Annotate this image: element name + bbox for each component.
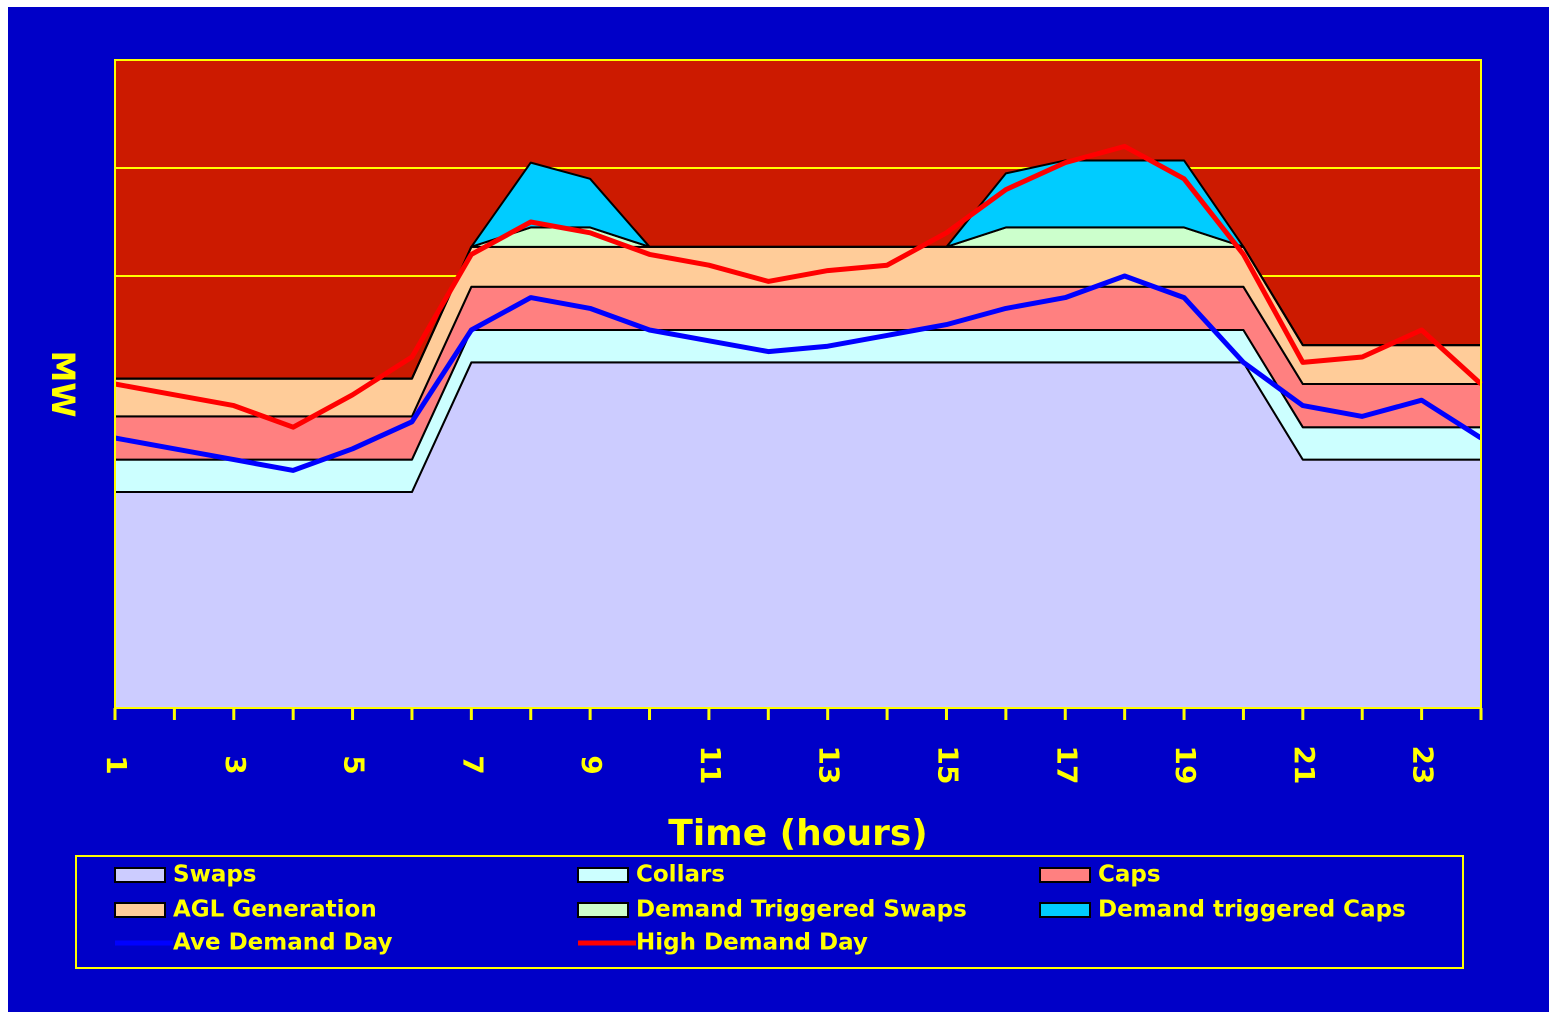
legend-swatch-collars [577, 867, 629, 883]
line-ave-demand-day [114, 273, 1483, 473]
legend-label-agl-generation: AGL Generation [173, 897, 377, 923]
x-tick-label: 13 [813, 746, 846, 785]
legend-label-high-demand-day: High Demand Day [636, 930, 868, 956]
y-axis-title: MW [44, 350, 82, 417]
x-tick-label: 5 [338, 755, 371, 774]
x-tick-label: 1 [100, 755, 133, 774]
legend-swatch-agl-generation [114, 902, 166, 918]
x-tick-label: 19 [1169, 746, 1202, 785]
demand-lines [114, 143, 1483, 473]
plot-border [114, 59, 1482, 709]
x-tick-label: 7 [456, 755, 489, 774]
legend-box [75, 855, 1464, 969]
x-tick-label: 3 [219, 755, 252, 774]
legend-swatch-demand-triggered-swaps [577, 902, 629, 918]
legend-swatch-caps [1039, 867, 1091, 883]
legend-label-demand-triggered-swaps: Demand Triggered Swaps [636, 897, 967, 923]
x-tick-label: 17 [1050, 746, 1083, 785]
line-high-demand-day [114, 143, 1483, 430]
x-tick-label: 21 [1288, 746, 1321, 785]
x-axis: 1 3 5 7 9 11 13 15 17 19 21 23 [100, 708, 1483, 785]
legend-label-swaps: Swaps [173, 862, 257, 888]
x-tick-label: 23 [1407, 746, 1440, 785]
legend-label-caps: Caps [1098, 862, 1161, 888]
x-tick-label: 9 [575, 755, 608, 774]
legend-swatch-swaps [114, 867, 166, 883]
x-axis-title: Time (hours) [668, 813, 927, 854]
legend: Swaps Collars Caps AGL Generation Demand Tri… [75, 855, 1464, 969]
x-tick-label: 11 [694, 746, 727, 785]
legend-label-ave-demand-day: Ave Demand Day [173, 930, 393, 956]
legend-label-demand-triggered-caps: Demand triggered Caps [1098, 897, 1406, 923]
x-tick-label: 15 [931, 746, 964, 785]
legend-label-collars: Collars [636, 862, 725, 888]
legend-swatch-demand-triggered-caps [1039, 902, 1091, 918]
